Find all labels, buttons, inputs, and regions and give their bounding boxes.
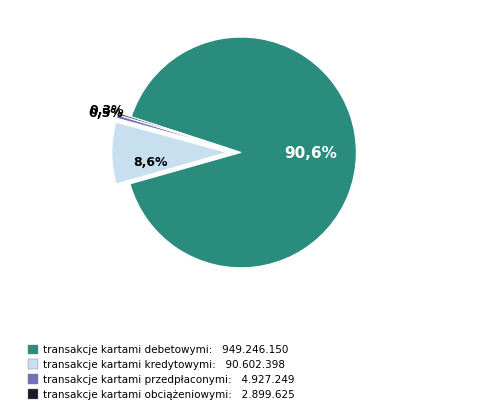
Wedge shape bbox=[130, 37, 356, 268]
Wedge shape bbox=[112, 122, 227, 184]
Text: 8,6%: 8,6% bbox=[134, 156, 168, 169]
Text: 90,6%: 90,6% bbox=[284, 146, 336, 161]
Wedge shape bbox=[117, 115, 228, 149]
Legend: transakcje kartami debetowymi:   949.246.150, transakcje kartami kredytowymi:   : transakcje kartami debetowymi: 949.246.1… bbox=[25, 342, 298, 403]
Text: 0,5%: 0,5% bbox=[88, 107, 123, 120]
Text: 0,3%: 0,3% bbox=[90, 103, 124, 117]
Wedge shape bbox=[118, 112, 228, 148]
